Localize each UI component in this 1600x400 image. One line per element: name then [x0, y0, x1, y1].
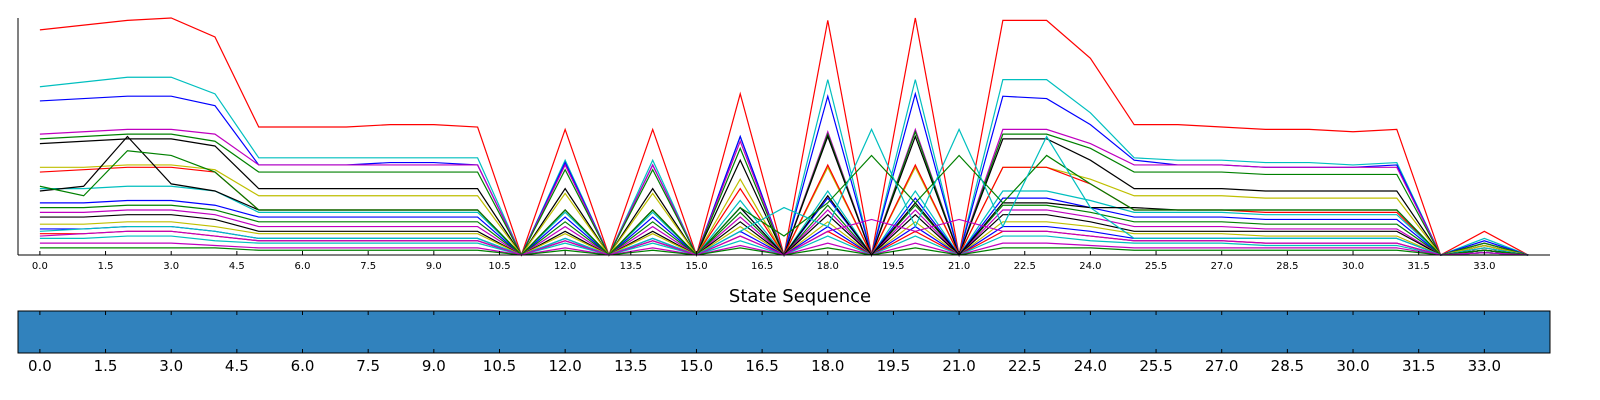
state-sequence-title: State Sequence	[728, 286, 872, 307]
x-tick-label: 0.0	[32, 261, 48, 270]
state-x-tick-label: 30.0	[1336, 357, 1369, 375]
series-line-8	[39, 185, 1529, 257]
x-tick-label: 18.0	[817, 261, 839, 270]
state-x-tick-label: 31.5	[1402, 357, 1435, 375]
x-tick-label: 9.0	[426, 261, 442, 270]
series-line-21	[39, 127, 1529, 256]
x-tick-label: 13.5	[620, 261, 642, 270]
x-tick-label: 24.0	[1079, 261, 1101, 270]
x-tick-label: 4.5	[229, 261, 245, 270]
state-x-tick-label: 19.5	[877, 357, 910, 375]
state-x-tick-label: 25.5	[1139, 357, 1172, 375]
x-tick-label: 1.5	[98, 261, 114, 270]
state-x-tick-label: 15.0	[680, 357, 713, 375]
x-tick-label: 30.0	[1342, 261, 1364, 270]
state-x-tick-label: 12.0	[548, 357, 581, 375]
x-tick-group: 0.0 1.5 3.0 4.5 6.0 7.5 9.0 10.5 12.0 13.5 15.0 16.…	[32, 251, 1495, 270]
x-tick-label: 22.5	[1014, 261, 1036, 270]
state-x-tick-label: 7.5	[356, 357, 380, 375]
x-tick-label: 25.5	[1145, 261, 1167, 270]
x-tick-label: 21.0	[948, 261, 970, 270]
state-x-tick-label: 18.0	[811, 357, 844, 375]
x-tick-label: 7.5	[360, 261, 376, 270]
state-x-tick-label: 1.5	[94, 357, 118, 375]
x-tick-label: 3.0	[163, 261, 179, 270]
x-tick-label: 12.0	[554, 261, 576, 270]
state-x-tick-label: 3.0	[159, 357, 183, 375]
x-tick-label: 15.0	[685, 261, 707, 270]
series-line-20	[39, 150, 1529, 256]
state-x-tick-group: 0.0 1.5 3.0 4.5 6.0 7.5 9.0 10.5 12.0 13.5 15.0 16.…	[28, 311, 1501, 375]
state-x-tick-label: 9.0	[422, 357, 446, 375]
state-x-tick-label: 21.0	[942, 357, 975, 375]
state-sequence-bar: 0.0 1.5 3.0 4.5 6.0 7.5 9.0 10.5 12.0 13.5 15.0 16.…	[17, 310, 1551, 375]
x-tick-label: 16.5	[751, 261, 773, 270]
state-x-tick-label: 16.5	[745, 357, 778, 375]
line-chart: 0.0 1.5 3.0 4.5 6.0 7.5 9.0 10.5 12.0 13.5 15.0 16.…	[17, 17, 1550, 270]
line-series-group	[39, 17, 1529, 258]
x-tick-label: 31.5	[1408, 261, 1430, 270]
state-x-tick-label: 10.5	[483, 357, 516, 375]
state-sequence-strip	[17, 310, 1551, 354]
state-x-tick-label: 33.0	[1468, 357, 1501, 375]
x-tick-label: 28.5	[1276, 261, 1298, 270]
state-x-tick-label: 28.5	[1271, 357, 1304, 375]
x-tick-label: 19.5	[882, 261, 904, 270]
state-x-tick-label: 0.0	[28, 357, 52, 375]
state-x-tick-label: 6.0	[291, 357, 315, 375]
state-x-tick-label: 13.5	[614, 357, 647, 375]
state-x-tick-label: 4.5	[225, 357, 249, 375]
x-tick-label: 6.0	[295, 261, 311, 270]
series-line-12	[39, 213, 1529, 256]
state-x-tick-label: 24.0	[1074, 357, 1107, 375]
state-x-tick-label: 27.0	[1205, 357, 1238, 375]
state-x-tick-label: 22.5	[1008, 357, 1041, 375]
x-tick-label: 33.0	[1473, 261, 1495, 270]
x-tick-label: 10.5	[488, 261, 510, 270]
x-tick-label: 27.0	[1211, 261, 1233, 270]
